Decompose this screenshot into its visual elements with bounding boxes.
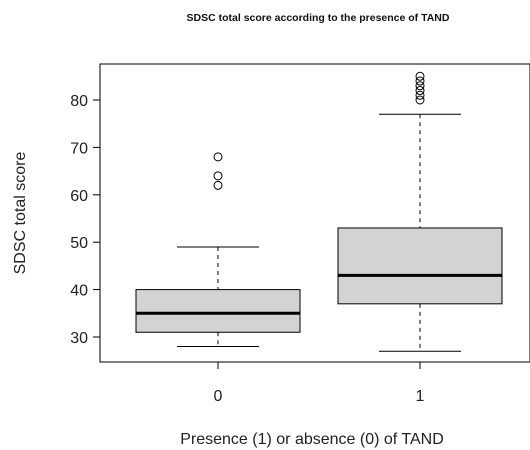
outlier-point [415, 76, 425, 86]
outlier-point [213, 180, 223, 190]
x-axis-label: Presence (1) or absence (0) of TAND [180, 431, 444, 448]
y-axis-label: SDSC total score [12, 152, 29, 275]
box-group-0 [135, 152, 301, 347]
outlier-point [213, 171, 223, 181]
chart-title: SDSC total score according to the presen… [187, 12, 450, 24]
x-tick-label: 0 [214, 388, 223, 405]
y-tick-label: 30 [70, 330, 88, 347]
outlier-point [415, 71, 425, 81]
y-axis: 30 40 50 60 70 80 [70, 93, 101, 347]
y-tick-label: 70 [70, 140, 88, 157]
y-tick-label: 40 [70, 283, 88, 300]
iqr-box [337, 227, 503, 305]
outlier-point [415, 90, 425, 100]
y-tick-label: 50 [70, 235, 88, 252]
x-tick-label: 1 [416, 388, 425, 405]
iqr-box [135, 289, 301, 333]
outlier-point [415, 86, 425, 96]
plot-area [135, 71, 503, 352]
y-tick-label: 60 [70, 188, 88, 205]
outlier-point [415, 95, 425, 105]
outlier-point [213, 152, 223, 162]
box-group-1 [337, 71, 503, 352]
y-tick-label: 80 [70, 93, 88, 110]
outlier-point [415, 81, 425, 91]
